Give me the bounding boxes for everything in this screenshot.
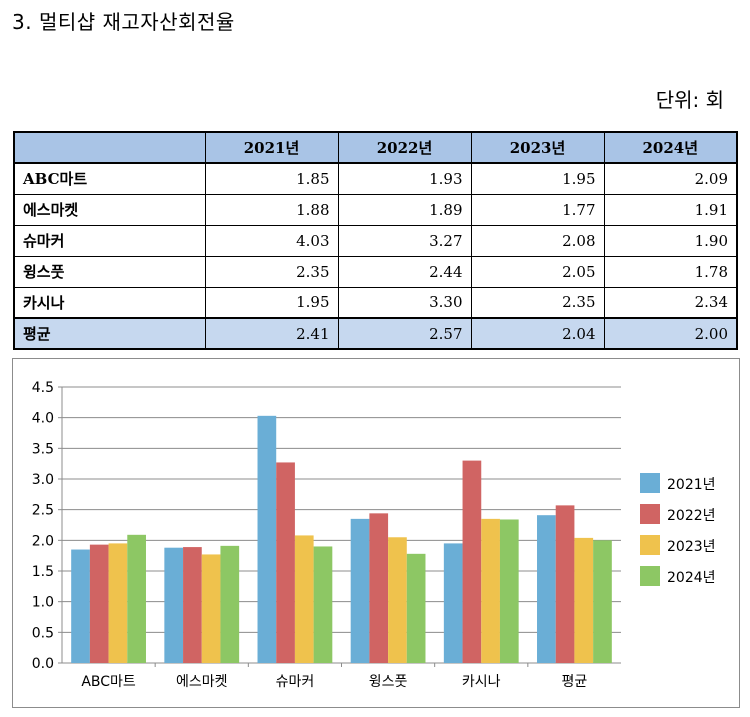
bar <box>164 547 184 663</box>
table-cell: 1.95 <box>204 286 339 319</box>
row-label: 에스마켓 <box>13 193 206 226</box>
bar <box>443 543 463 663</box>
legend-label: 2021년 <box>667 477 716 493</box>
table-row: 에스마켓 1.88 1.89 1.77 1.91 <box>13 193 738 226</box>
table-cell: 1.88 <box>204 193 339 226</box>
table-cell: 1.95 <box>470 162 605 195</box>
table-cell: 3.30 <box>337 286 472 319</box>
table-cell: 1.93 <box>337 162 472 195</box>
x-tick-label: 윙스풋 <box>369 674 408 690</box>
y-tick-label: 2.5 <box>32 503 54 519</box>
bar <box>108 543 128 663</box>
table-cell: 3.27 <box>337 224 472 257</box>
page-title: 3. 멀티샵 재고자산회전율 <box>12 10 235 34</box>
row-label: 카시나 <box>13 286 206 319</box>
table-row: 카시나 1.95 3.30 2.35 2.34 <box>13 286 738 319</box>
row-label: 슈마커 <box>13 224 206 257</box>
table-cell: 1.89 <box>337 193 472 226</box>
table-cell: 1.85 <box>204 162 339 195</box>
table-row: 윙스풋 2.35 2.44 2.05 1.78 <box>13 255 738 288</box>
bar <box>220 545 240 663</box>
table-cell: 1.78 <box>603 255 738 288</box>
bar <box>574 537 594 663</box>
row-label: 윙스풋 <box>13 255 206 288</box>
table-header-cell: 2023년 <box>470 131 605 164</box>
bar <box>406 553 426 663</box>
table-cell: 2.09 <box>603 162 738 195</box>
bar <box>313 546 333 663</box>
legend-swatch <box>640 473 660 493</box>
bar <box>350 518 370 663</box>
y-tick-label: 4.5 <box>32 380 54 396</box>
y-tick-label: 0.5 <box>32 625 54 641</box>
bar <box>369 513 389 663</box>
table-header-cell: 2021년 <box>204 131 339 164</box>
table-cell: 1.77 <box>470 193 605 226</box>
table-cell: 2.57 <box>337 317 472 350</box>
bar <box>537 515 556 663</box>
table-cell: 2.08 <box>470 224 605 257</box>
table-row-average: 평균 2.41 2.57 2.04 2.00 <box>13 317 738 350</box>
table-cell: 4.03 <box>204 224 339 257</box>
x-tick-label: ABC마트 <box>81 674 136 690</box>
bar <box>555 505 575 663</box>
table-cell: 2.00 <box>603 317 738 350</box>
table-cell: 2.41 <box>204 317 339 350</box>
bar <box>71 549 90 663</box>
row-label: 평균 <box>13 317 206 350</box>
bar <box>127 534 146 663</box>
legend-label: 2024년 <box>667 570 716 586</box>
x-tick-label: 평균 <box>562 674 588 690</box>
x-tick-label: 카시나 <box>462 674 501 690</box>
y-tick-label: 1.5 <box>32 564 54 580</box>
legend-label: 2023년 <box>667 539 716 555</box>
chart-container: 0.0 0.5 1.0 1.5 2.0 2.5 3.0 3.5 4.0 4.5 ABC마트 에스마켓 슈… <box>12 358 740 708</box>
table-cell: 2.44 <box>337 255 472 288</box>
bar <box>294 535 314 663</box>
y-tick-label: 0.0 <box>32 656 54 672</box>
table-cell: 2.35 <box>204 255 339 288</box>
y-tick-label: 1.0 <box>32 595 54 611</box>
bar <box>201 554 221 663</box>
bar <box>499 519 519 663</box>
table-cell: 2.04 <box>470 317 605 350</box>
legend-swatch <box>640 504 660 524</box>
bar <box>462 460 482 663</box>
bar <box>183 547 202 663</box>
table-row: 슈마커 4.03 3.27 2.08 1.90 <box>13 224 738 257</box>
bar <box>388 537 407 663</box>
legend-label: 2022년 <box>667 508 716 524</box>
x-tick-label: 슈마커 <box>276 674 315 690</box>
table-cell: 2.34 <box>603 286 738 319</box>
bar <box>593 540 612 663</box>
x-tick-label: 에스마켓 <box>176 674 228 690</box>
table-header-cell: 2024년 <box>603 131 738 164</box>
y-tick-label: 2.0 <box>32 533 54 549</box>
table-cell: 2.05 <box>470 255 605 288</box>
table-cell: 1.91 <box>603 193 738 226</box>
table-header-cell: 2022년 <box>337 131 472 164</box>
row-label: ABC마트 <box>13 162 206 195</box>
table-row: ABC마트 1.85 1.93 1.95 2.09 <box>13 162 738 195</box>
y-tick-label: 4.0 <box>32 411 54 427</box>
bar <box>257 415 277 663</box>
bar <box>481 518 500 663</box>
unit-label: 단위: 회 <box>655 88 724 112</box>
data-table: 2021년 2022년 2023년 2024년 ABC마트 1.85 1.93 … <box>13 131 738 350</box>
y-tick-label: 3.5 <box>32 441 54 457</box>
table-cell: 1.90 <box>603 224 738 257</box>
legend-swatch <box>640 566 660 586</box>
table-header-row: 2021년 2022년 2023년 2024년 <box>13 131 738 164</box>
table-cell: 2.35 <box>470 286 605 319</box>
bar-chart: 0.0 0.5 1.0 1.5 2.0 2.5 3.0 3.5 4.0 4.5 ABC마트 에스마켓 슈… <box>32 380 716 690</box>
legend-swatch <box>640 535 660 555</box>
bar <box>89 544 109 663</box>
table-header-cell <box>13 131 206 164</box>
y-tick-label: 3.0 <box>32 472 54 488</box>
bar <box>276 462 295 663</box>
